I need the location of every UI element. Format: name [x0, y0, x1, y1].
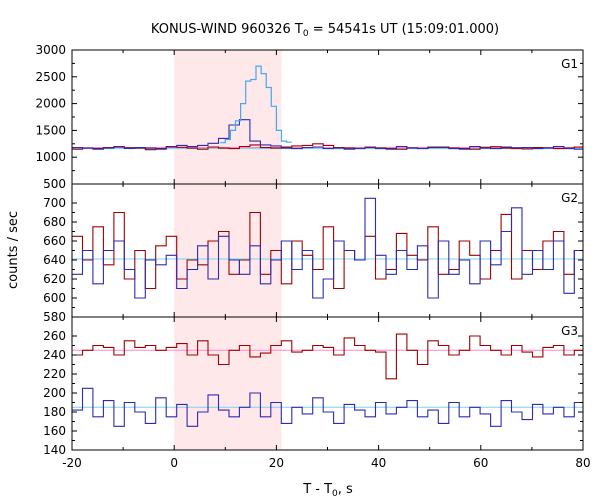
y-tick-label: 600: [43, 291, 66, 305]
panel-g3: 140 160 180 200 220 240 260 G3: [43, 316, 584, 457]
y-tick-label: 240: [43, 348, 66, 362]
y-tick-label: 140: [43, 443, 66, 457]
chart-title: KONUS-WIND 960326 T0 = 54541s UT (15:09:…: [151, 22, 499, 39]
panel-frame: [71, 49, 584, 185]
y-tick-label: 1000: [35, 150, 66, 164]
plot-area: 50010001500200025003000G1580600620640660…: [35, 43, 590, 470]
y-tick-label: 700: [43, 196, 66, 210]
panel-data: [72, 65, 583, 151]
series-blue-line: [72, 119, 583, 150]
panel-data: [72, 333, 583, 427]
series-blue-line: [72, 387, 583, 427]
x-axis-label-subscript: 0: [332, 489, 338, 499]
title-main: KONUS-WIND 960326 T: [151, 22, 303, 37]
y-tick-label: 220: [43, 367, 66, 381]
series-blue-line: [72, 197, 583, 299]
title-rest: = 54541s UT (15:09:01.000): [309, 22, 499, 37]
y-tick-label: 3000: [35, 43, 66, 57]
series-red-line: [72, 333, 583, 380]
panel-g2: 580 600 620 640 660 680 700 G2: [43, 183, 584, 324]
x-tick-label: 40: [371, 456, 386, 470]
x-axis-label-rest: , s: [338, 482, 353, 497]
y-tick-label: 640: [43, 253, 66, 267]
y-tick-label: 160: [43, 424, 66, 438]
burst-fine-resolution-line: [220, 65, 292, 144]
panel-frame: [71, 183, 584, 318]
panel-label: G3: [561, 324, 578, 338]
y-tick-label: 620: [43, 272, 66, 286]
x-tick-label: 20: [269, 456, 284, 470]
x-tick-label: -20: [62, 456, 82, 470]
y-tick-label: 260: [43, 329, 66, 343]
x-axis-label-main: T - T: [302, 482, 332, 497]
panel-frame: [71, 316, 584, 451]
y-tick-label: 660: [43, 234, 66, 248]
panel-label: G1: [561, 57, 578, 71]
y-tick-label: 680: [43, 215, 66, 229]
x-tick-label: 80: [575, 456, 590, 470]
y-tick-label: 1500: [35, 123, 66, 137]
burst-interval-shade: [174, 184, 282, 317]
burst-interval-shade: [174, 50, 282, 184]
panel-label: G2: [561, 191, 578, 205]
series-red-line: [72, 143, 583, 151]
panel-g1: 500 1000 1500 2000 2500 3000 G1: [35, 43, 584, 191]
title-subscript: 0: [303, 29, 309, 39]
y-axis-label: counts / sec: [6, 211, 21, 289]
burst-interval-shade: [174, 317, 282, 450]
x-axis-label: T - T0, s: [302, 482, 353, 499]
x-tick-label: 0: [170, 456, 178, 470]
y-tick-label: 580: [43, 310, 66, 324]
y-tick-label: 500: [43, 177, 66, 191]
y-tick-label: 2000: [35, 97, 66, 111]
y-tick-label: 2500: [35, 70, 66, 84]
panel-data: [72, 197, 583, 299]
x-tick-label: 60: [473, 456, 488, 470]
y-tick-label: 200: [43, 386, 66, 400]
y-tick-label: 180: [43, 405, 66, 419]
